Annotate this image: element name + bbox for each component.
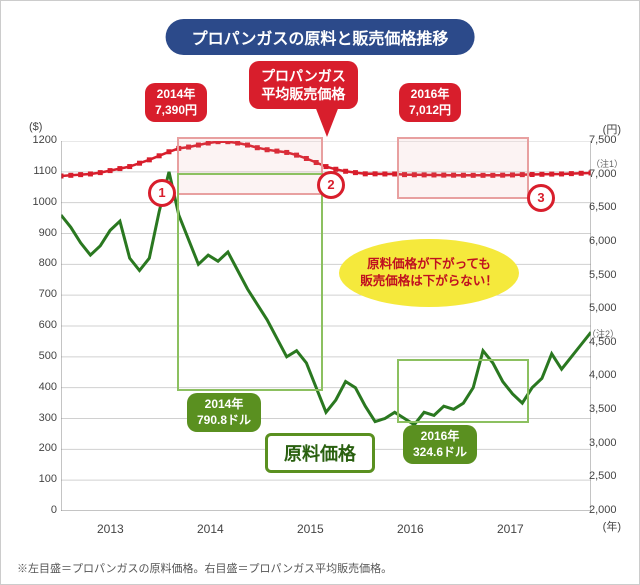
badge-3: 3 [527,184,555,212]
green-highlight-2014 [177,173,323,391]
tick-right: 4,500 [589,336,625,348]
tick-right: 6,500 [589,201,625,213]
tick-right: 3,000 [589,437,625,449]
tick-left: 0 [21,504,57,516]
tick-year: 2013 [97,522,124,536]
tick-left: 300 [21,412,57,424]
tick-left: 900 [21,227,57,239]
tick-right: 5,000 [589,302,625,314]
tick-right: 3,500 [589,403,625,415]
tick-year: 2016 [397,522,424,536]
tick-right: 4,000 [589,369,625,381]
callout-pointer [313,101,341,137]
callout-value: 7,390円 [155,103,197,117]
callout-sales-text: プロパンガス平均販売価格 [261,68,346,102]
callout-2014-raw: 2014年 790.8ドル [187,393,261,432]
chart-container: プロパンガスの原料と販売価格推移 ($) (円) (年) 2014年 7,390… [0,0,640,585]
tick-year: 2015 [297,522,324,536]
tick-left: 500 [21,350,57,362]
axis-label-left: ($) [29,121,42,133]
yellow-message: 原料価格が下がっても販売価格は下がらない！ [339,239,519,307]
callout-raw-label: 原料価格 [265,433,375,473]
tick-left: 400 [21,381,57,393]
axis-label-x: (年) [603,518,621,534]
badge-2: 2 [317,171,345,199]
callout-year: 2016年 [421,429,460,443]
callout-sales-label: プロパンガス平均販売価格 [249,61,358,109]
tick-left: 1200 [21,134,57,146]
tick-year: 2017 [497,522,524,536]
tick-right: 7,500 [589,134,625,146]
callout-year: 2016年 [411,87,450,101]
red-highlight-2016 [397,137,529,199]
footnote: ※左目盛＝プロパンガスの原料価格。右目盛＝プロパンガス平均販売価格。 [17,560,392,576]
tick-left: 1000 [21,196,57,208]
callout-value: 790.8ドル [197,413,251,427]
chart-title: プロパンガスの原料と販売価格推移 [166,19,475,55]
tick-right: 5,500 [589,269,625,281]
tick-left: 600 [21,319,57,331]
tick-right: 2,000 [589,504,625,516]
green-highlight-2016 [397,359,529,423]
badge-1: 1 [148,179,176,207]
tick-left: 100 [21,473,57,485]
callout-year: 2014年 [205,397,244,411]
tick-right: 7,000 [589,168,625,180]
callout-2014-price: 2014年 7,390円 [145,83,207,122]
tick-left: 1100 [21,165,57,177]
callout-2016-raw: 2016年 324.6ドル [403,425,477,464]
callout-year: 2014年 [157,87,196,101]
tick-right: 2,500 [589,470,625,482]
tick-year: 2014 [197,522,224,536]
tick-left: 200 [21,442,57,454]
tick-left: 800 [21,257,57,269]
tick-left: 700 [21,288,57,300]
callout-2016-price: 2016年 7,012円 [399,83,461,122]
tick-right: 6,000 [589,235,625,247]
callout-value: 324.6ドル [413,445,467,459]
callout-value: 7,012円 [409,103,451,117]
yellow-text: 原料価格が下がっても販売価格は下がらない！ [360,256,498,291]
